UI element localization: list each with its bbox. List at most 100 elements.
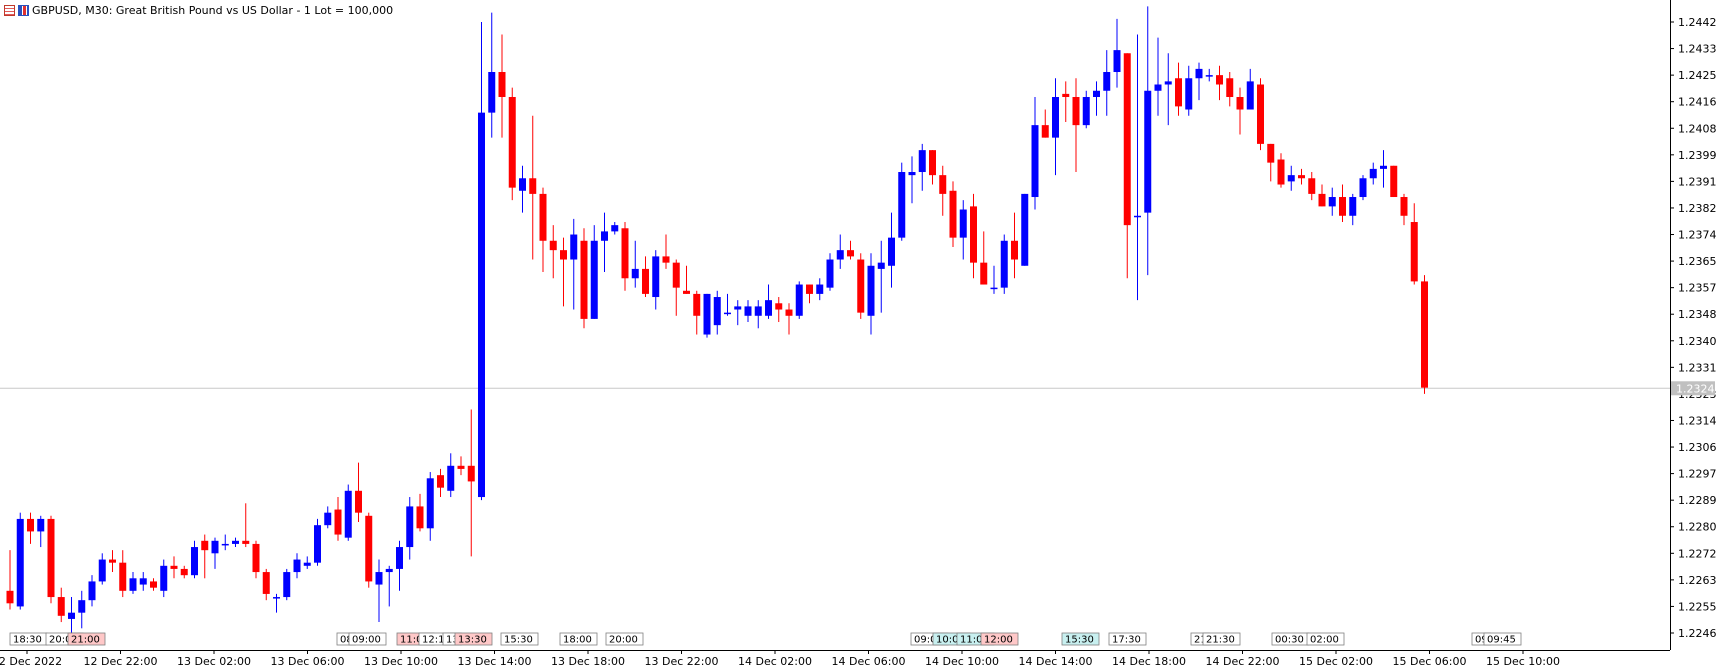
candle-body	[109, 559, 116, 563]
candle-body	[1246, 81, 1254, 110]
candle-body	[293, 559, 301, 573]
candle-body	[365, 515, 373, 582]
candle-body	[1267, 143, 1275, 163]
candle-body	[734, 306, 742, 310]
candle-body	[959, 209, 967, 238]
candle-body	[57, 597, 65, 616]
y-tick-label: 1.23485	[1678, 308, 1716, 321]
candle-body	[1328, 197, 1336, 207]
candle-body	[344, 490, 352, 538]
candle-body	[1011, 240, 1018, 260]
event-time-tag-label: 09:00	[352, 635, 381, 646]
candle-body	[1421, 281, 1428, 388]
candle-body	[242, 540, 250, 544]
candle-body	[1052, 97, 1059, 138]
candle-body	[642, 268, 649, 294]
candle-body	[1154, 84, 1162, 91]
candle-body	[888, 237, 895, 266]
candle-body	[150, 581, 157, 588]
candle-body	[1205, 75, 1213, 77]
event-time-tag-label: 20:00	[49, 635, 78, 646]
y-tick-label: 1.22975	[1678, 468, 1716, 481]
event-time-tag: 13:30	[454, 632, 493, 646]
y-tick-label: 1.23060	[1678, 441, 1716, 454]
candle-body	[1134, 215, 1141, 218]
candles-group	[6, 6, 1428, 638]
candle-body	[1123, 53, 1131, 226]
candle-body	[1277, 159, 1285, 185]
candle-body	[836, 250, 844, 260]
candle-body	[1359, 178, 1367, 198]
x-tick-label: 14 Dec 10:00	[925, 655, 999, 668]
y-tick-label: 1.22805	[1678, 521, 1716, 534]
y-tick-label: 1.23910	[1678, 175, 1716, 188]
candle-body	[252, 543, 260, 573]
candle-body	[806, 284, 813, 294]
event-time-tag-label: 12:16	[422, 635, 451, 646]
x-tick-label: 13 Dec 06:00	[271, 655, 345, 668]
candle-body	[1062, 93, 1070, 98]
candle-body	[221, 543, 229, 546]
candle-body	[303, 562, 311, 566]
candle-body	[1257, 84, 1264, 144]
candle-body	[262, 572, 270, 594]
candle-body	[1144, 90, 1152, 213]
bid-price-label: 1.23248	[1676, 382, 1716, 395]
candle-body	[1390, 165, 1398, 198]
x-tick-label: 13 Dec 18:00	[551, 655, 625, 668]
event-time-tag: 21:30	[1202, 632, 1241, 646]
candle-body	[713, 297, 721, 326]
event-time-tag-box	[1061, 632, 1100, 646]
x-tick-label: 14 Dec 18:00	[1112, 655, 1186, 668]
event-time-tag-label: 17:30	[1112, 635, 1141, 646]
candle-body	[775, 303, 783, 310]
candle-body	[273, 597, 280, 599]
candle-body	[918, 150, 926, 173]
y-tick-label: 1.23655	[1678, 255, 1716, 268]
candle-body	[201, 540, 209, 551]
event-time-tag-label: 21:30	[1206, 635, 1235, 646]
candle-body	[611, 225, 619, 232]
x-tick-label: 12 Dec 22:00	[84, 655, 158, 668]
event-time-tag-label: 15:30	[1065, 635, 1094, 646]
candle-body	[857, 259, 865, 313]
candle-body	[1410, 222, 1418, 282]
x-tick-label: 14 Dec 14:00	[1019, 655, 1093, 668]
candle-body	[1185, 78, 1193, 110]
x-tick-label: 13 Dec 14:00	[458, 655, 532, 668]
candle-body	[683, 290, 690, 294]
event-time-tag-label: 10:00	[936, 635, 965, 646]
event-time-tag-box	[605, 632, 644, 646]
candle-body	[78, 600, 86, 613]
y-tick-label: 1.22890	[1678, 494, 1716, 507]
x-tick-label: 14 Dec 22:00	[1206, 655, 1280, 668]
y-tick-label: 1.24420	[1678, 16, 1716, 29]
candle-body	[980, 262, 988, 285]
candle-body	[560, 250, 567, 260]
candle-body	[765, 300, 772, 316]
event-time-tag-label: 09	[1475, 635, 1488, 646]
symbol-info: GBPUSD, M30: Great British Pound vs US D…	[32, 3, 394, 17]
bar-chart-icon[interactable]	[18, 4, 29, 16]
candle-body	[1236, 97, 1244, 110]
y-tick-label: 1.23570	[1678, 282, 1716, 295]
candle-body	[519, 178, 526, 191]
event-time-tag: 20:00	[605, 632, 644, 646]
candle-body	[621, 228, 629, 279]
event-time-tag: 18:00	[559, 632, 598, 646]
event-time-tag-label: 18:30	[13, 635, 42, 646]
table-icon[interactable]	[4, 4, 15, 16]
candle-body	[1031, 125, 1039, 198]
candle-body	[1195, 68, 1203, 79]
candle-body	[1093, 90, 1100, 98]
candle-body	[754, 306, 762, 316]
y-tick-label: 1.24335	[1678, 43, 1716, 56]
candle-body	[488, 72, 496, 113]
candle-body	[724, 312, 731, 315]
candle-body	[375, 572, 383, 585]
candle-body	[498, 72, 506, 98]
candle-body	[847, 250, 854, 257]
candle-body	[1339, 197, 1346, 216]
candle-body	[508, 97, 516, 188]
